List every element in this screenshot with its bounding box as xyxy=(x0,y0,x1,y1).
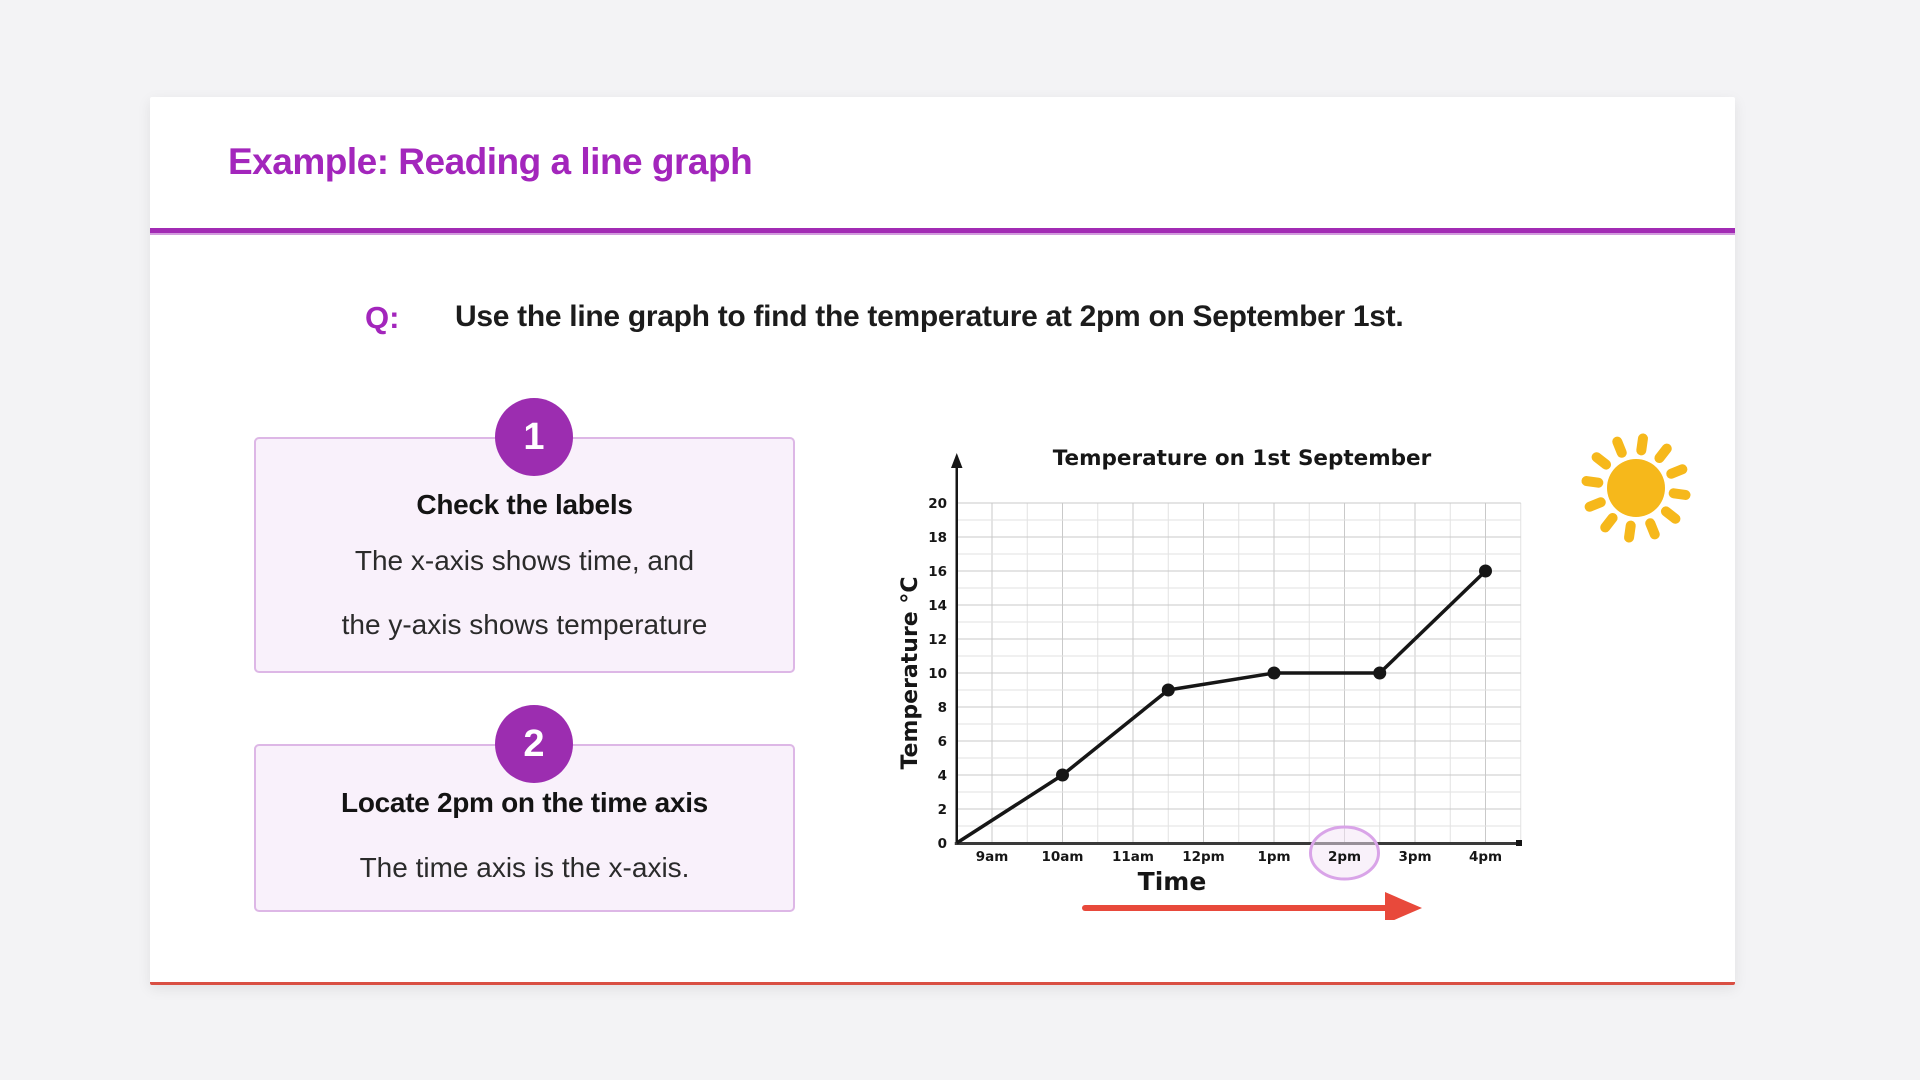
slide-card: Example: Reading a line graph Q: Use the… xyxy=(150,97,1735,985)
svg-text:14: 14 xyxy=(928,598,947,614)
temperature-line-chart-svg: 0 2 4 6 8 10 12 14 16 18 20 9am 10am 11am 12pm 1pm 2pm 3p… xyxy=(898,446,1522,924)
sun-icon xyxy=(1580,432,1692,544)
question-label: Q: xyxy=(365,300,400,335)
svg-text:11am: 11am xyxy=(1112,849,1154,865)
svg-text:16: 16 xyxy=(928,564,947,580)
svg-text:2pm: 2pm xyxy=(1328,849,1361,865)
temperature-line-chart: 0 2 4 6 8 10 12 14 16 18 20 9am 10am 11am 12pm 1pm 2pm 3p… xyxy=(890,440,1550,924)
svg-text:10: 10 xyxy=(928,666,947,682)
svg-text:12pm: 12pm xyxy=(1182,849,1225,865)
step-2-number-badge: 2 xyxy=(495,705,573,783)
svg-text:12: 12 xyxy=(928,632,947,648)
svg-text:1pm: 1pm xyxy=(1257,849,1290,865)
svg-text:2: 2 xyxy=(938,802,947,818)
svg-text:Temperature on 1st September: Temperature on 1st September xyxy=(1053,446,1432,471)
svg-text:Time: Time xyxy=(1138,867,1207,896)
step-2-heading: Locate 2pm on the time axis xyxy=(341,787,708,818)
svg-text:9am: 9am xyxy=(976,849,1009,865)
svg-text:6: 6 xyxy=(938,734,947,750)
page-title: Example: Reading a line graph xyxy=(228,141,753,182)
svg-text:20: 20 xyxy=(928,496,947,512)
svg-text:3pm: 3pm xyxy=(1398,849,1431,865)
svg-text:18: 18 xyxy=(928,530,947,546)
header-divider xyxy=(150,228,1735,235)
svg-text:8: 8 xyxy=(938,700,947,716)
step-1-description-line-2: the y-axis shows temperature xyxy=(341,609,708,640)
svg-text:0: 0 xyxy=(938,836,947,852)
step-1-description-line-1: The x-axis shows time, and xyxy=(354,545,695,576)
svg-text:10am: 10am xyxy=(1042,849,1084,865)
step-1-card xyxy=(254,437,795,673)
svg-text:Temperature °C: Temperature °C xyxy=(898,576,923,769)
step-1-heading: Check the labels xyxy=(416,489,633,520)
svg-text:4pm: 4pm xyxy=(1469,849,1502,865)
svg-text:4: 4 xyxy=(938,768,947,784)
step-2-description-line-1: The time axis is the x-axis. xyxy=(359,852,690,883)
step-1-number-badge: 1 xyxy=(495,398,573,476)
question-text: Use the line graph to find the temperatu… xyxy=(455,300,1404,333)
